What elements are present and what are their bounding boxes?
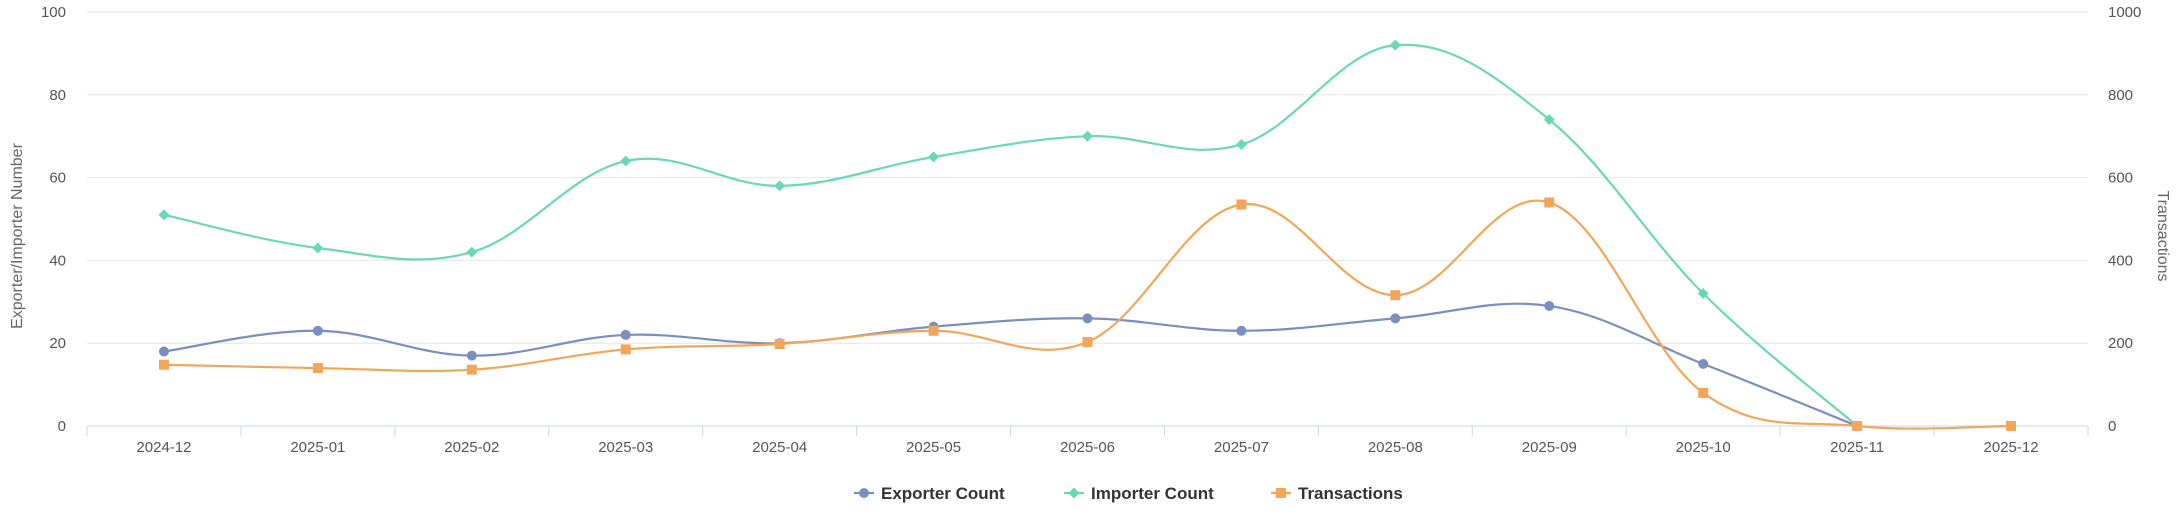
x-tick-label: 2024-12: [136, 439, 191, 456]
y-right-tick-label: 400: [2108, 252, 2133, 269]
data-point-importer-count[interactable]: [1543, 114, 1555, 126]
x-tick-label: 2025-06: [1060, 439, 1115, 456]
legend-label: Exporter Count: [881, 484, 1005, 503]
series-group: [158, 39, 2017, 432]
legend-item-importer-count[interactable]: Importer Count: [1064, 484, 1214, 503]
y-left-tick-label: 0: [58, 418, 66, 435]
data-point-transactions[interactable]: [312, 363, 323, 374]
y-axis-right: 0 200 400 600 800 1000: [2108, 4, 2141, 435]
y-right-tick-label: 600: [2108, 170, 2133, 187]
data-point-transactions[interactable]: [774, 339, 785, 350]
legend: Exporter Count Importer Count Transactions: [854, 484, 1403, 503]
data-point-transactions[interactable]: [1236, 199, 1247, 210]
series-transactions: [158, 197, 2017, 431]
data-point-importer-count[interactable]: [312, 242, 324, 254]
y-axis-left: 0 20 40 60 80 100: [41, 4, 66, 435]
legend-label: Transactions: [1298, 484, 1403, 503]
data-point-importer-count[interactable]: [774, 180, 786, 192]
data-point-transactions[interactable]: [158, 359, 169, 370]
legend-label: Importer Count: [1091, 484, 1214, 503]
series-line-exporter-count: [163, 302, 1858, 428]
data-point-importer-count[interactable]: [466, 246, 478, 258]
y-axis-left-title: Exporter/Importer Number: [9, 142, 26, 329]
data-point-exporter-count[interactable]: [1544, 300, 1555, 311]
grid-lines: [87, 11, 2088, 344]
series-exporter-count: [158, 300, 1863, 431]
data-point-transactions[interactable]: [620, 344, 631, 355]
y-right-tick-label: 0: [2108, 418, 2116, 435]
y-left-tick-label: 60: [49, 170, 66, 187]
data-point-importer-count[interactable]: [1389, 39, 1401, 51]
data-point-transactions[interactable]: [1390, 290, 1401, 301]
data-point-exporter-count[interactable]: [158, 346, 169, 357]
series-importer-count: [158, 39, 1863, 432]
data-point-importer-count[interactable]: [158, 209, 170, 221]
x-tick-label: 2025-08: [1368, 439, 1423, 456]
data-point-exporter-count[interactable]: [312, 325, 323, 336]
y-left-tick-label: 40: [49, 252, 66, 269]
data-point-importer-count[interactable]: [1697, 288, 1709, 300]
y-axis-right-title: Transactions: [2154, 191, 2171, 282]
legend-symbol[interactable]: [859, 488, 869, 498]
y-left-tick-label: 80: [49, 87, 66, 104]
y-right-tick-label: 200: [2108, 335, 2133, 352]
x-tick-label: 2025-05: [906, 439, 961, 456]
legend-item-transactions[interactable]: Transactions: [1271, 484, 1403, 503]
series-line-importer-count: [163, 43, 1858, 427]
x-tick-label: 2025-07: [1214, 439, 1269, 456]
x-tick-label: 2025-04: [752, 439, 807, 456]
x-tick-label: 2025-09: [1522, 439, 1577, 456]
x-tick-label: 2025-11: [1830, 439, 1884, 456]
data-point-transactions[interactable]: [928, 325, 939, 336]
data-point-exporter-count[interactable]: [1236, 325, 1247, 336]
data-point-exporter-count[interactable]: [1698, 358, 1709, 369]
data-point-exporter-count[interactable]: [1082, 313, 1093, 324]
data-point-importer-count[interactable]: [1082, 130, 1093, 142]
data-point-exporter-count[interactable]: [1390, 313, 1401, 324]
data-point-transactions[interactable]: [1544, 197, 1555, 208]
x-axis: 2024-12 2025-01 2025-02 2025-03 2025-04 2025-…: [86, 425, 2089, 456]
data-point-transactions[interactable]: [1852, 421, 1863, 431]
data-point-transactions[interactable]: [1082, 336, 1093, 347]
x-tick-label: 2025-10: [1676, 439, 1731, 456]
x-tick-label: 2025-02: [444, 439, 499, 456]
legend-symbol[interactable]: [1068, 487, 1080, 499]
x-tick-label: 2025-12: [1984, 439, 2039, 456]
data-point-importer-count[interactable]: [1235, 138, 1247, 150]
y-right-tick-label: 800: [2108, 87, 2133, 104]
legend-item-exporter-count[interactable]: Exporter Count: [854, 484, 1005, 503]
data-point-exporter-count[interactable]: [466, 350, 477, 361]
data-point-transactions[interactable]: [1698, 387, 1709, 398]
data-point-transactions[interactable]: [466, 364, 477, 375]
data-point-importer-count[interactable]: [928, 151, 940, 163]
legend-symbol[interactable]: [1276, 488, 1286, 498]
data-point-exporter-count[interactable]: [620, 329, 631, 340]
y-left-tick-label: 20: [49, 335, 66, 352]
data-point-importer-count[interactable]: [620, 155, 632, 167]
y-right-tick-label: 1000: [2108, 4, 2141, 21]
x-tick-label: 2025-01: [290, 439, 345, 456]
x-tick-label: 2025-03: [598, 439, 653, 456]
y-left-tick-label: 100: [41, 4, 66, 21]
data-point-transactions[interactable]: [2006, 421, 2017, 431]
